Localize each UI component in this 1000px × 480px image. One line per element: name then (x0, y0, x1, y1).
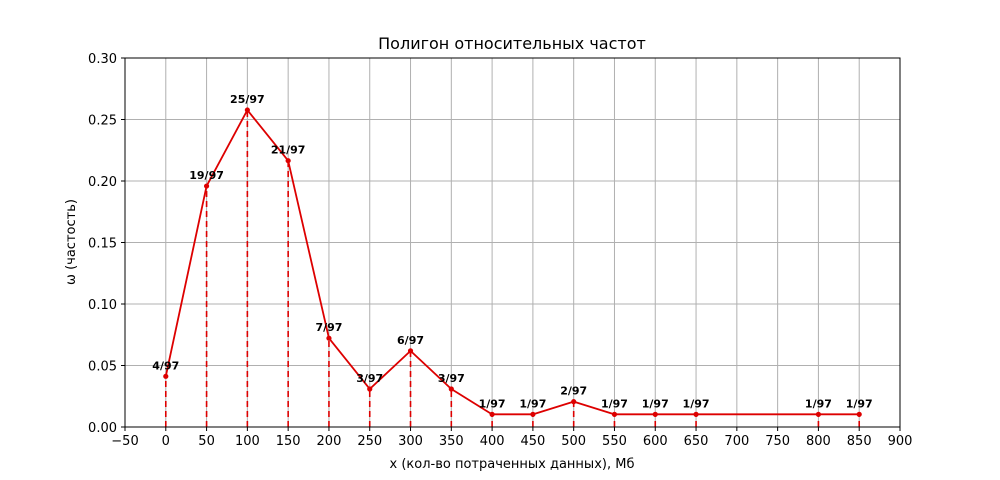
drop-lines (164, 110, 861, 427)
x-tick-label: 100 (235, 434, 260, 449)
data-label: 3/97 (356, 372, 383, 385)
data-point (407, 348, 414, 354)
series-line (164, 109, 860, 416)
x-tick-label: 600 (643, 434, 668, 449)
data-point (326, 335, 332, 341)
x-axis-label: x (кол-во потраченных данных), Мб (390, 457, 635, 472)
data-point (244, 107, 250, 113)
data-label: 19/97 (189, 169, 224, 182)
x-tick-label: 350 (439, 434, 464, 449)
x-tick-label: 0 (162, 434, 170, 449)
data-point (285, 158, 291, 164)
x-tick-label: 150 (276, 434, 301, 449)
x-tick-label: −50 (111, 434, 138, 449)
data-point (163, 373, 169, 379)
data-label: 1/97 (805, 397, 832, 410)
y-tick-label: 0.20 (88, 175, 117, 190)
data-point (489, 411, 495, 417)
y-axis-label: ω (частость) (64, 199, 79, 285)
data-label: 1/97 (846, 397, 873, 410)
data-point (448, 386, 454, 392)
data-labels: 4/97 19/97 25/97 21/97 7/97 3/97 6/97 3/97 1/97 1… (152, 93, 872, 410)
x-tick-label: 50 (198, 434, 215, 449)
x-tick-label: 700 (724, 434, 749, 449)
data-point (367, 386, 373, 392)
y-tick-label: 0.15 (88, 237, 117, 252)
x-tick-label: 250 (357, 434, 382, 449)
y-axis-ticks: 0.00 0.05 0.10 0.15 0.20 0.25 0.30 (88, 52, 125, 436)
data-point (693, 411, 699, 417)
x-tick-label: 300 (398, 434, 423, 449)
y-tick-label: 0.05 (88, 360, 117, 375)
data-label: 6/97 (397, 334, 424, 347)
x-tick-label: 800 (806, 434, 831, 449)
data-label: 1/97 (642, 397, 669, 410)
data-point (652, 411, 658, 417)
grid-lines (124, 57, 901, 428)
y-tick-label: 0.00 (88, 421, 117, 436)
data-label: 1/97 (601, 397, 628, 410)
x-tick-label: 450 (520, 434, 545, 449)
data-label: 25/97 (230, 93, 265, 106)
data-label: 4/97 (152, 359, 179, 372)
x-tick-label: 900 (888, 434, 913, 449)
data-label: 2/97 (560, 385, 587, 398)
x-axis-ticks: −50 0 50 100 150 200 250 300 350 400 450 500 550 600 6… (111, 427, 912, 449)
data-label: 1/97 (519, 397, 546, 410)
data-point (611, 411, 618, 417)
data-point (856, 411, 862, 417)
x-tick-label: 650 (684, 434, 709, 449)
data-label: 3/97 (438, 372, 465, 385)
data-point (530, 411, 536, 417)
x-tick-label: 500 (561, 434, 586, 449)
chart-title: Полигон относительных частот (378, 34, 646, 53)
x-tick-label: 750 (765, 434, 790, 449)
x-tick-label: 550 (602, 434, 627, 449)
data-label: 1/97 (479, 397, 506, 410)
y-tick-label: 0.10 (88, 298, 117, 313)
x-tick-label: 200 (317, 434, 342, 449)
data-point (571, 399, 577, 405)
data-point (203, 183, 210, 189)
data-label: 7/97 (315, 321, 342, 334)
data-point (815, 411, 822, 417)
data-label: 21/97 (271, 144, 306, 157)
data-label: 1/97 (683, 397, 710, 410)
y-tick-label: 0.25 (88, 114, 117, 129)
y-tick-label: 0.30 (88, 52, 117, 67)
x-tick-label: 850 (847, 434, 872, 449)
series-frequency-polygon (163, 107, 862, 417)
x-tick-label: 400 (480, 434, 505, 449)
